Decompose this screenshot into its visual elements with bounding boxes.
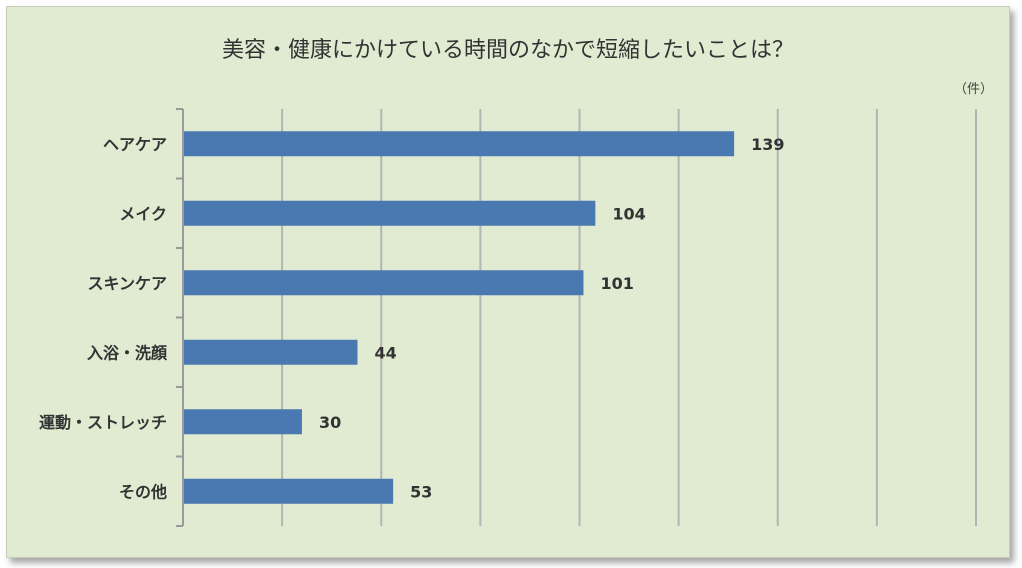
category-label: メイク [119,204,167,223]
bars [184,131,735,504]
bar-4 [184,339,358,365]
labels: ヘアケア 139 メイク 104 スキンケア 101 入浴・洗顔 44 運動・ストレッチ 30 その… [39,135,785,502]
bar-6 [184,478,394,504]
category-label: ヘアケア [103,135,167,154]
bar-1 [184,131,735,157]
chart-title: 美容・健康にかけている時間のなかで短縮したいことは？ [222,38,794,63]
value-label: 101 [600,274,633,293]
bar-3 [184,270,584,296]
value-label: 104 [612,204,645,223]
category-axis [176,108,184,527]
gridlines [281,109,977,526]
category-label: スキンケア [87,274,167,293]
category-label: 入浴・洗顔 [87,343,168,362]
bar-5 [184,409,302,435]
bar-2 [184,200,596,226]
value-label: 53 [410,482,432,501]
category-label: 運動・ストレッチ [39,413,167,432]
value-label: 139 [751,135,784,154]
value-label: 30 [319,413,341,432]
value-label: 44 [374,343,396,362]
unit-label: （件） [954,82,993,97]
category-label: その他 [119,482,167,501]
chart-card: 美容・健康にかけている時間のなかで短縮したいことは？ （件） ヘアケア 139 メイ… [6,6,1010,558]
bar-chart: 美容・健康にかけている時間のなかで短縮したいことは？ （件） ヘアケア 139 メイ… [39,38,993,527]
